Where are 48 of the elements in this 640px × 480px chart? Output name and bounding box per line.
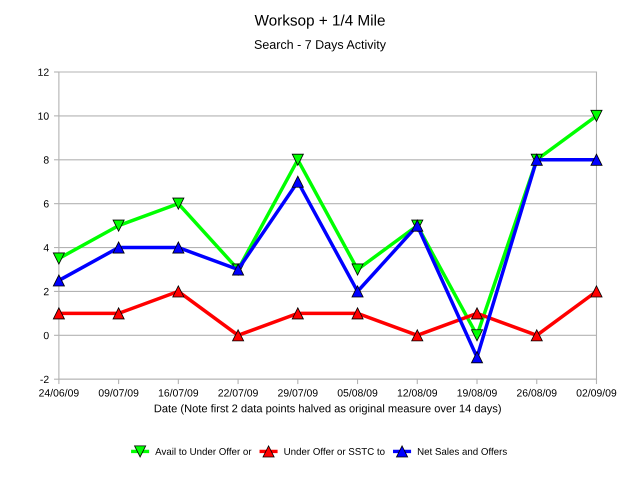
x-tick-label: 22/07/09 [218, 388, 258, 397]
point [471, 351, 483, 364]
x-tick-label: 02/09/09 [576, 388, 616, 397]
y-tick-label: 0 [44, 332, 49, 340]
point [292, 154, 304, 166]
point [292, 176, 304, 188]
x-tick-label: 19/08/09 [458, 388, 497, 397]
point [52, 252, 65, 264]
point [52, 307, 65, 320]
x-tick-label: 24/06/09 [39, 388, 79, 397]
y-tick-label: 4 [44, 244, 49, 252]
y-tick-label: 6 [44, 200, 49, 208]
legend-label: Net Sales and Offers [418, 448, 507, 455]
point [471, 307, 483, 320]
point [530, 329, 543, 342]
point [112, 307, 125, 320]
x-tick-label: 05/08/09 [338, 388, 378, 397]
point [172, 242, 184, 254]
point [352, 285, 364, 298]
chart-title: Worksop + 1/4 Mile [254, 14, 385, 29]
point [352, 307, 364, 320]
legend-label: Under Offer or SSTC to [284, 448, 385, 455]
y-tick-label: 12 [38, 68, 49, 76]
x-tick-label: 26/08/09 [517, 388, 557, 397]
point [352, 264, 364, 276]
x-tick-label: 09/07/09 [98, 388, 138, 397]
point [590, 154, 602, 166]
point [590, 110, 602, 122]
point [232, 329, 244, 342]
y-tick-label: 10 [38, 112, 49, 120]
legend-label: Avail to Under Offer or [155, 448, 252, 455]
point [590, 285, 602, 298]
point [292, 307, 304, 320]
x-axis-title: Date (Note first 2 data points halved as original measure over 14 days) [154, 404, 501, 415]
point [411, 329, 424, 342]
y-tick-label: -2 [40, 376, 49, 383]
x-tick-label: 16/07/09 [158, 388, 198, 397]
point [112, 220, 125, 232]
y-tick-label: 8 [44, 156, 49, 164]
point [471, 329, 483, 342]
chart-subtitle: Search - 7 Days Activity [254, 40, 386, 52]
point [52, 274, 65, 286]
y-tick-label: 2 [44, 288, 49, 296]
point [172, 198, 184, 210]
x-tick-label: 12/08/09 [398, 388, 438, 397]
x-tick-label: 29/07/09 [278, 388, 318, 397]
point [172, 285, 184, 298]
point [112, 242, 125, 254]
